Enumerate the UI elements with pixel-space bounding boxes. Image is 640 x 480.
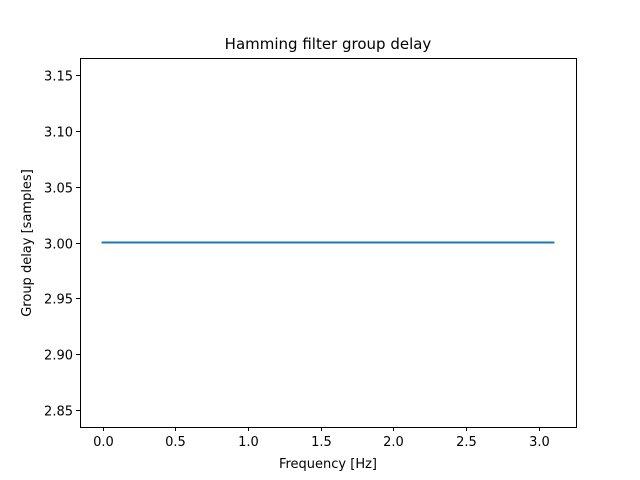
x-axis-ticks: 0.0 0.5 1.0 1.5 2.0 2.5 3.0 [93,427,550,450]
y-tick-label: 2.90 [44,349,73,364]
y-axis-label: Group delay [samples] [20,169,35,317]
x-tick-label: 0.0 [93,435,114,450]
y-axis-ticks: 2.85 2.90 2.95 3.00 3.05 3.10 3.15 [44,70,80,420]
x-tick-label: 1.0 [238,435,259,450]
x-tick-label: 0.5 [165,435,186,450]
y-tick-label: 2.95 [44,293,73,308]
x-tick-label: 3.0 [529,435,550,450]
x-axis-label: Frequency [Hz] [279,457,377,472]
y-tick-label: 2.85 [44,405,73,420]
chart-title: Hamming filter group delay [225,35,432,53]
y-tick-label: 3.00 [44,238,73,253]
y-tick-label: 3.05 [44,182,73,197]
x-tick-label: 2.5 [456,435,477,450]
y-tick-label: 3.10 [44,126,73,141]
x-tick-label: 1.5 [311,435,332,450]
plot-area-frame [80,58,577,428]
x-tick-label: 2.0 [383,435,404,450]
y-tick-label: 3.15 [44,70,73,85]
